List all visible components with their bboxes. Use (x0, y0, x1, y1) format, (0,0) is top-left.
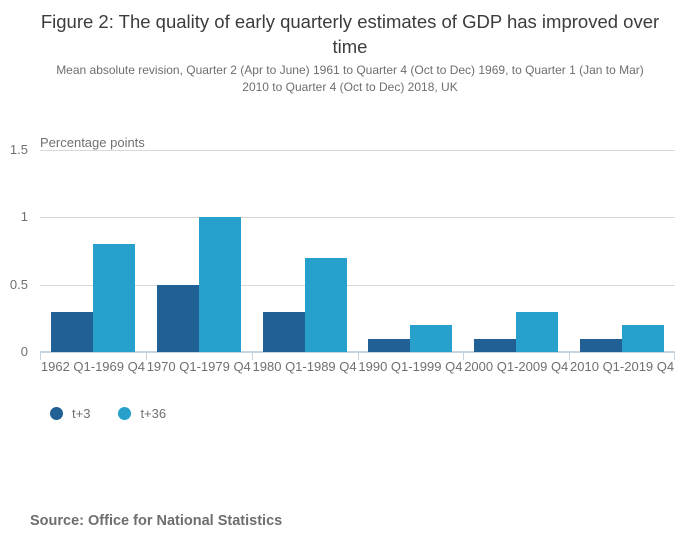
bar-t+3-6 (580, 338, 623, 352)
x-tick-label-4: 1990 Q1-1999 Q4 (358, 359, 463, 374)
legend-label: t+36 (140, 406, 167, 421)
x-axis-tick (569, 352, 570, 360)
gridline-1 (40, 217, 675, 219)
bar-t+36-3 (304, 257, 347, 352)
chart-legend: t+3 t+36 (50, 406, 166, 421)
gridline-0 (40, 351, 675, 353)
x-axis-tick (40, 352, 41, 360)
x-tick-label-5: 2000 Q1-2009 Q4 (464, 359, 569, 374)
legend-item-t+36[interactable]: t+36 (118, 406, 166, 421)
y-tick-label-0: 0 (20, 344, 28, 359)
y-tick-label-0.5: 0.5 (9, 276, 28, 292)
x-axis-tick (463, 352, 464, 360)
bar-t+3-3 (262, 311, 305, 352)
legend-marker-icon (50, 407, 63, 420)
x-axis-tick (146, 352, 147, 360)
y-axis-unit-label: Percentage points (40, 135, 145, 150)
x-axis-tick (252, 352, 253, 360)
y-tick-label-1: 1 (20, 209, 28, 225)
x-axis-tick (674, 352, 675, 360)
gridline-0.5 (40, 284, 675, 286)
legend-item-t+3[interactable]: t+3 (50, 406, 90, 421)
plot-area: 1962 Q1-1969 Q4 1970 Q1-1979 Q4 1980 Q1-19… (40, 150, 675, 374)
source-attribution: Source: Office for National Statistics (30, 513, 283, 529)
x-axis-tick (358, 352, 359, 360)
bar-t+36-4 (410, 325, 453, 352)
bar-t+3-2 (156, 284, 199, 352)
y-tick-label-1.5: 1.5 (9, 142, 28, 157)
x-tick-label-6: 2010 Q1-2019 Q4 (570, 359, 675, 374)
chart-subtitle: Mean absolute revision, Quarter 2 (Apr t… (56, 63, 644, 95)
bar-t+3-4 (368, 338, 411, 352)
x-tick-label-3: 1980 Q1-1989 Q4 (252, 359, 357, 374)
chart-title: Figure 2: The quality of early quarterly… (40, 11, 660, 57)
bar-t+36-2 (198, 217, 241, 352)
x-tick-label-1: 1962 Q1-1969 Q4 (40, 359, 145, 374)
bar-t+3-1 (50, 311, 93, 352)
bar-t+36-5 (516, 311, 559, 352)
bar-t+36-1 (92, 244, 135, 352)
chart-area: Percentage points 1962 Q1-1969 Q4 1970 Q1… (0, 135, 700, 385)
bar-t+3-5 (474, 338, 517, 352)
bar-t+36-6 (622, 325, 665, 352)
gridline-1.5 (40, 150, 675, 151)
x-tick-label-2: 1970 Q1-1979 Q4 (146, 359, 251, 374)
legend-marker-icon (118, 407, 132, 420)
legend-label: t+3 (72, 406, 91, 421)
